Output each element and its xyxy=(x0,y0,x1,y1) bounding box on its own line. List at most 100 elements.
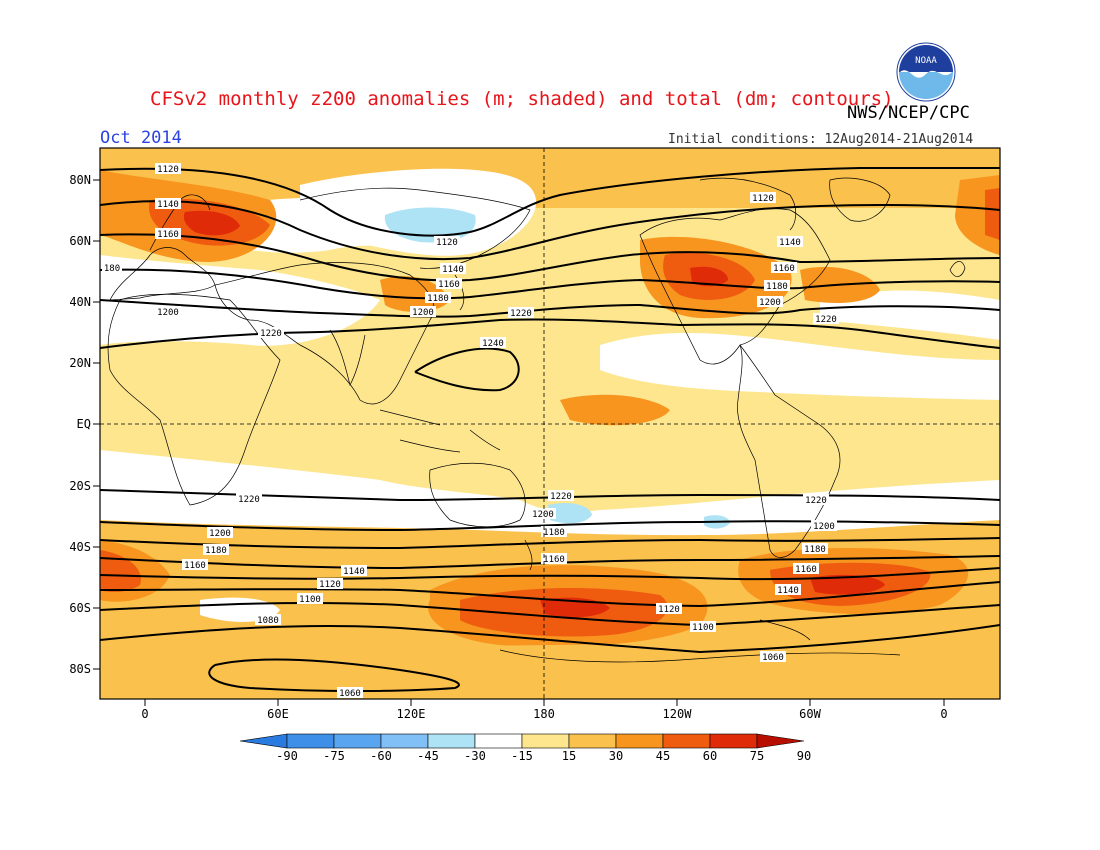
contour-label: 1120 xyxy=(656,603,682,615)
contour-label: 1160 xyxy=(155,228,181,240)
agency-label: NWS/NCEP/CPC xyxy=(847,103,970,123)
contour-labels: 1120 1140 1160 180 1200 1220 1120 1140 1… xyxy=(102,163,839,699)
svg-text:1200: 1200 xyxy=(813,522,835,532)
svg-text:1140: 1140 xyxy=(779,238,801,248)
colorbar-label: -30 xyxy=(464,749,486,763)
svg-text:1140: 1140 xyxy=(343,567,365,577)
latitude-axis: 80N 60N 40N 20N EQ 20S 40S 60S 80S xyxy=(69,173,100,676)
svg-text:1160: 1160 xyxy=(184,561,206,571)
colorbar-segment xyxy=(427,733,476,749)
forecast-month: Oct 2014 xyxy=(100,128,182,148)
contour-label: 1120 xyxy=(434,236,460,248)
contour-label: 1160 xyxy=(182,559,208,571)
contour-label: 1140 xyxy=(341,565,367,577)
contour-label: 180 xyxy=(102,262,122,274)
svg-text:1200: 1200 xyxy=(759,298,781,308)
contour-label: 1180 xyxy=(802,543,828,555)
lon-tick: 0 xyxy=(940,707,947,721)
svg-text:1180: 1180 xyxy=(205,546,227,556)
contour-label: 1120 xyxy=(317,578,343,590)
contour-label: 1220 xyxy=(803,494,829,506)
svg-text:1120: 1120 xyxy=(319,580,341,590)
contour-label: 1220 xyxy=(258,327,284,339)
svg-text:1120: 1120 xyxy=(752,194,774,204)
contour-1100-south xyxy=(100,601,1000,627)
svg-text:1220: 1220 xyxy=(510,309,532,319)
svg-text:1180: 1180 xyxy=(427,294,449,304)
colorbar-label: 15 xyxy=(562,749,576,763)
noaa-logo-icon: NOAA xyxy=(896,42,956,102)
contour-label: 1060 xyxy=(760,651,786,663)
colorbar-segment xyxy=(286,733,335,749)
chart-title: CFSv2 monthly z200 anomalies (m; shaded)… xyxy=(150,88,894,110)
svg-text:180: 180 xyxy=(104,264,120,274)
svg-text:1140: 1140 xyxy=(157,200,179,210)
contour-label: 1220 xyxy=(813,313,839,325)
contour-label: 1160 xyxy=(541,553,567,565)
initial-conditions: Initial conditions: 12Aug2014-21Aug2014 xyxy=(668,132,974,147)
lat-tick: 20S xyxy=(69,479,91,493)
colorbar-label: -45 xyxy=(417,749,439,763)
colorbar-label: 75 xyxy=(750,749,764,763)
contour-1120-south xyxy=(100,581,1000,608)
lat-tick: 60S xyxy=(69,601,91,615)
lon-tick: 120W xyxy=(663,707,693,721)
colorbar-label: -15 xyxy=(511,749,533,763)
lat-tick: 80N xyxy=(69,173,91,187)
lon-tick: 120E xyxy=(397,707,426,721)
colorbar-segment xyxy=(662,733,711,749)
contour-label: 1240 xyxy=(480,337,506,349)
contour-1120 xyxy=(100,166,1000,237)
contour-label: 1100 xyxy=(297,593,323,605)
svg-text:1060: 1060 xyxy=(762,653,784,663)
svg-text:1160: 1160 xyxy=(543,555,565,565)
contour-label: 1100 xyxy=(690,621,716,633)
contour-1160 xyxy=(100,233,1000,282)
colorbar-segment xyxy=(709,733,758,749)
svg-text:1160: 1160 xyxy=(795,565,817,575)
contour-label: 1140 xyxy=(775,584,801,596)
contour-label: 1180 xyxy=(203,544,229,556)
contour-label: 1140 xyxy=(777,236,803,248)
lat-tick: 80S xyxy=(69,662,91,676)
contour-label: 1080 xyxy=(255,614,281,626)
svg-text:1200: 1200 xyxy=(209,529,231,539)
svg-text:1140: 1140 xyxy=(442,265,464,275)
svg-text:1240: 1240 xyxy=(482,339,504,349)
svg-text:1060: 1060 xyxy=(339,689,361,699)
colorbar-segment xyxy=(521,733,570,749)
svg-text:1160: 1160 xyxy=(773,264,795,274)
colorbar-arrow-right xyxy=(756,733,805,749)
contour-1200 xyxy=(100,299,1000,318)
lat-tick: 60N xyxy=(69,234,91,248)
svg-text:1120: 1120 xyxy=(658,605,680,615)
contour-label: 1120 xyxy=(750,192,776,204)
colorbar-label: -75 xyxy=(323,749,345,763)
contour-label: 1200 xyxy=(155,306,181,318)
contour-label: 1200 xyxy=(530,508,556,520)
svg-text:1120: 1120 xyxy=(436,238,458,248)
svg-text:1200: 1200 xyxy=(157,308,179,318)
lon-tick: 180 xyxy=(533,707,555,721)
svg-text:1220: 1220 xyxy=(805,496,827,506)
contour-1080-south xyxy=(100,624,1000,654)
contour-1200-south xyxy=(100,520,1000,532)
lat-tick: 20N xyxy=(69,356,91,370)
colorbar-segment xyxy=(568,733,617,749)
svg-text:1140: 1140 xyxy=(777,586,799,596)
contour-1180 xyxy=(100,268,1000,300)
contour-label: 1220 xyxy=(236,493,262,505)
svg-text:1220: 1220 xyxy=(815,315,837,325)
contour-label: 1200 xyxy=(811,520,837,532)
contour-1180-south xyxy=(100,537,1000,550)
colorbar-segment xyxy=(380,733,429,749)
svg-text:1180: 1180 xyxy=(543,528,565,538)
svg-text:1180: 1180 xyxy=(804,545,826,555)
svg-text:1220: 1220 xyxy=(550,492,572,502)
svg-text:1120: 1120 xyxy=(157,165,179,175)
lon-tick: 60W xyxy=(799,707,821,721)
colorbar-segment xyxy=(474,733,523,749)
contour-label: 1200 xyxy=(410,306,436,318)
contour-label: 1180 xyxy=(764,280,790,292)
